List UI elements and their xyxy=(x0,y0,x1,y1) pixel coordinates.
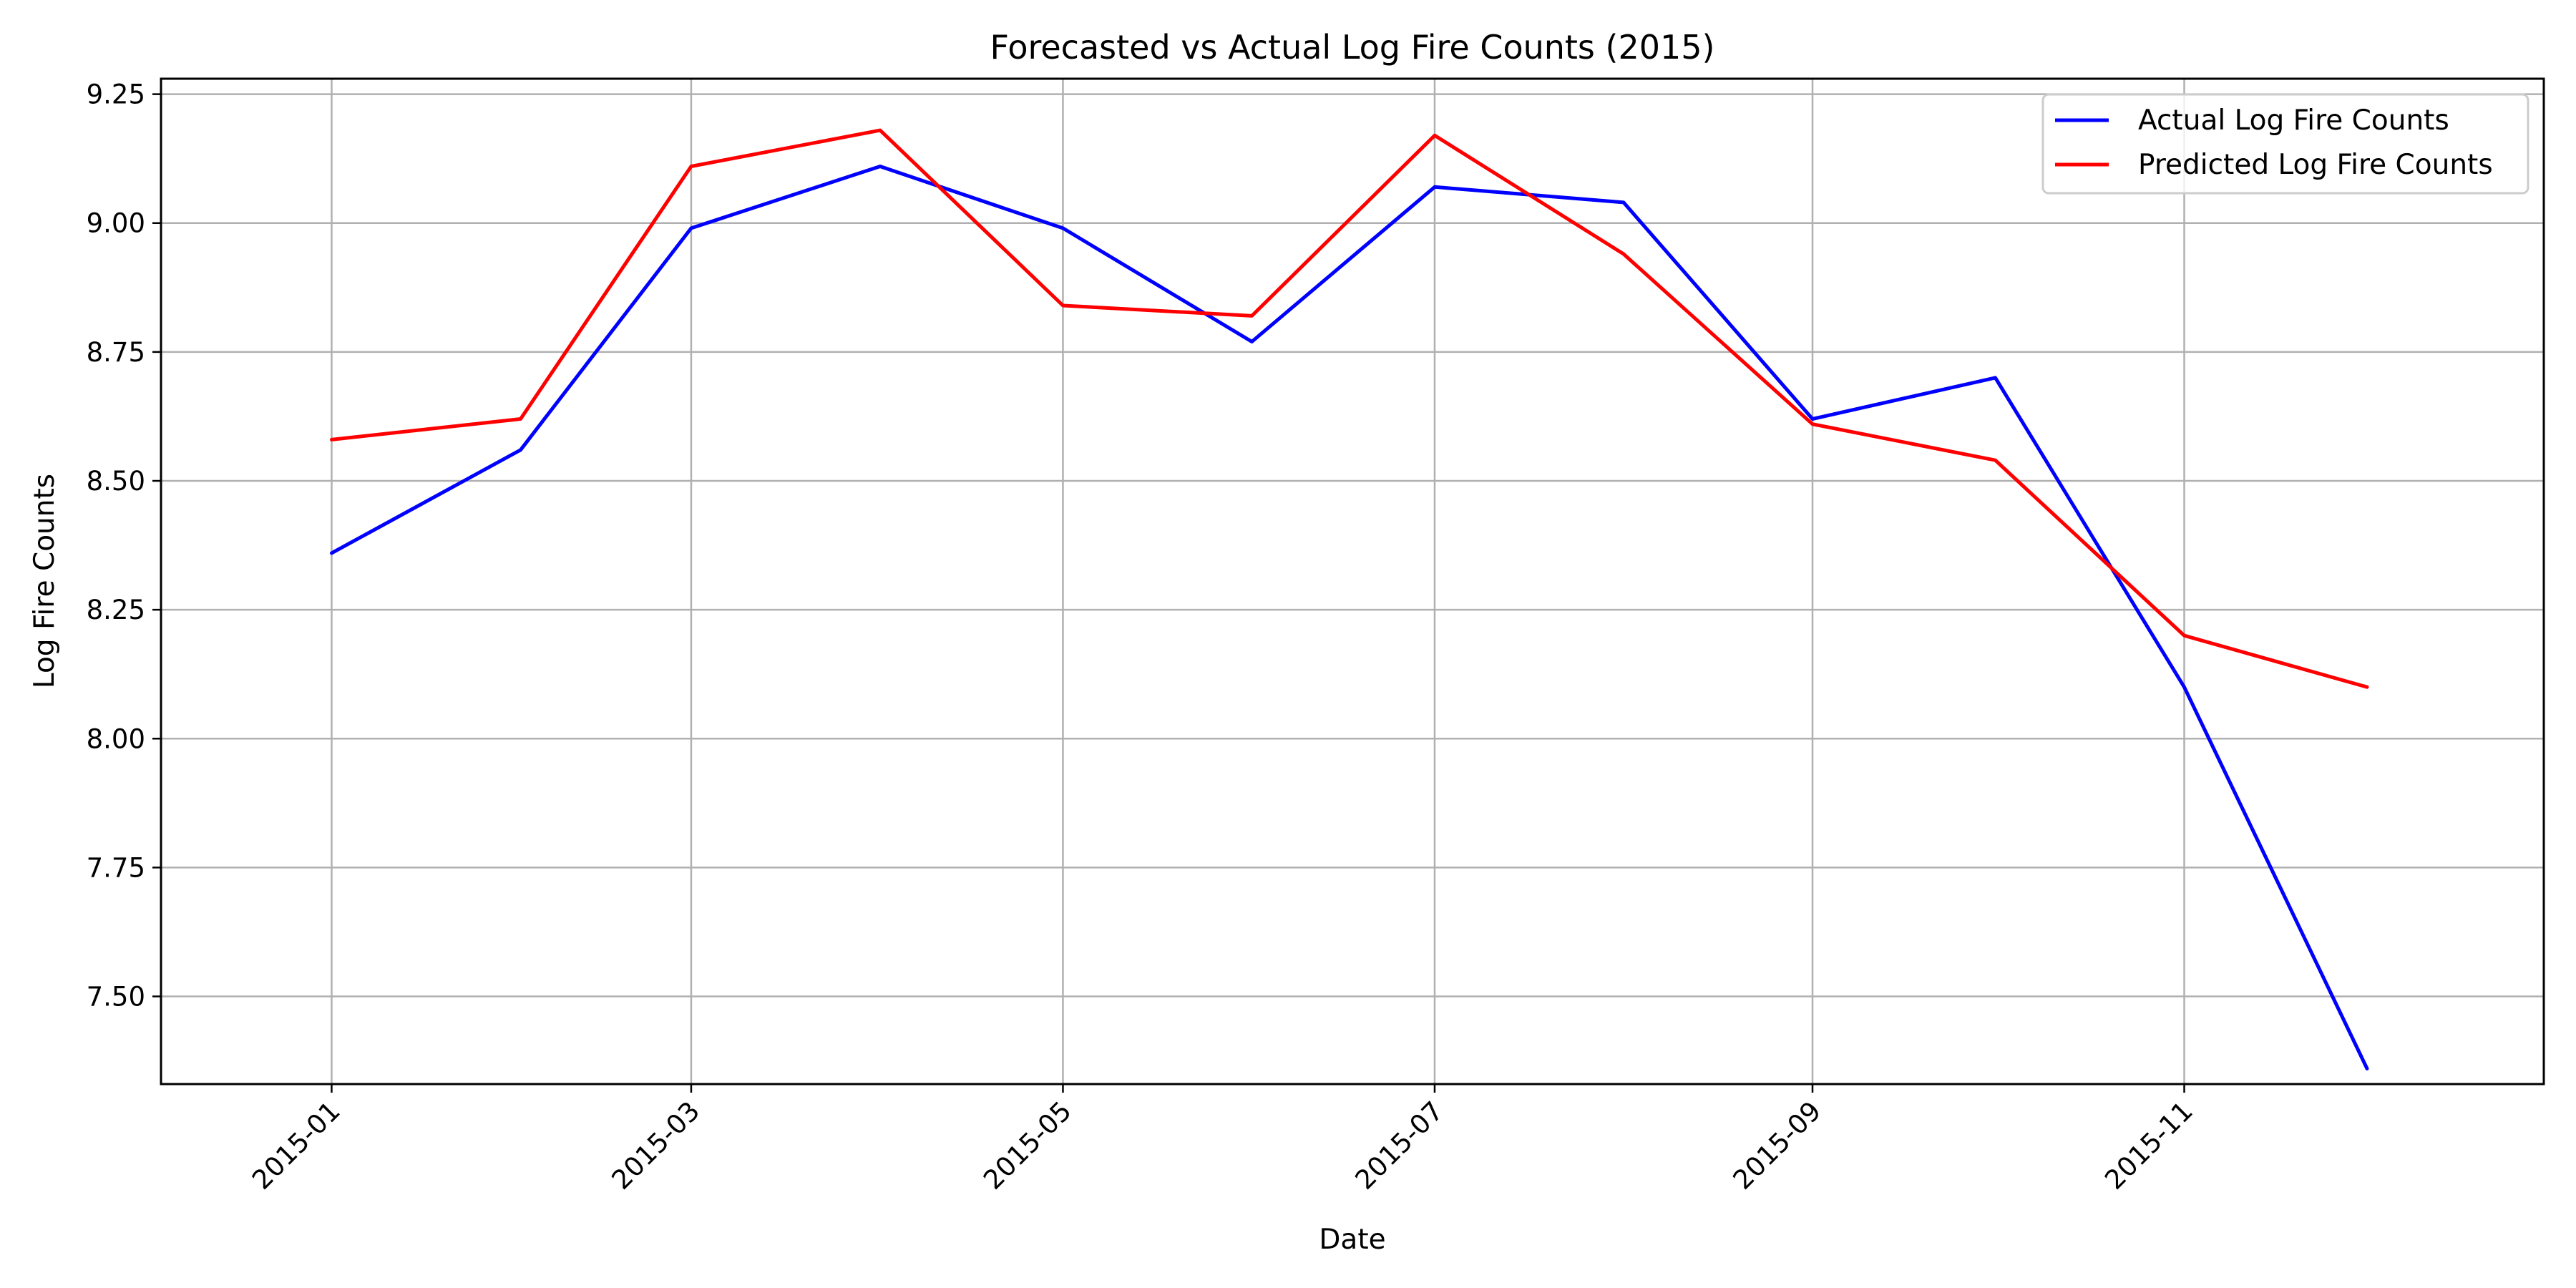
y-axis-label: Log Fire Counts xyxy=(29,474,61,688)
legend-box xyxy=(2041,93,2529,195)
legend-label-predicted: Predicted Log Fire Counts xyxy=(2138,149,2493,181)
y-tick-label: 7.75 xyxy=(87,852,145,883)
legend-label-actual: Actual Log Fire Counts xyxy=(2138,104,2449,137)
y-tick-label: 8.00 xyxy=(87,723,145,754)
series-line-predicted xyxy=(330,128,2369,689)
plot-frame xyxy=(160,77,2545,1085)
y-tick-label: 9.25 xyxy=(87,79,145,110)
x-axis-label: Date xyxy=(1319,1224,1385,1256)
y-tick-label: 8.75 xyxy=(87,337,145,368)
y-tick-label: 8.50 xyxy=(87,466,145,497)
y-tick-label: 8.25 xyxy=(87,595,145,625)
y-tick-label: 9.00 xyxy=(87,208,145,239)
chart-title: Forecasted vs Actual Log Fire Counts (20… xyxy=(990,28,1715,67)
y-axis: 7.50 7.75 8.00 8.25 8.50 8.75 9.00 9.25 xyxy=(87,79,161,1013)
grid xyxy=(161,79,2544,1084)
series-line-actual xyxy=(330,165,2369,1070)
legend: Actual Log Fire Counts Predicted Log Fir… xyxy=(2041,93,2529,195)
y-tick-label: 7.50 xyxy=(87,982,145,1013)
series-group xyxy=(330,128,2369,1070)
